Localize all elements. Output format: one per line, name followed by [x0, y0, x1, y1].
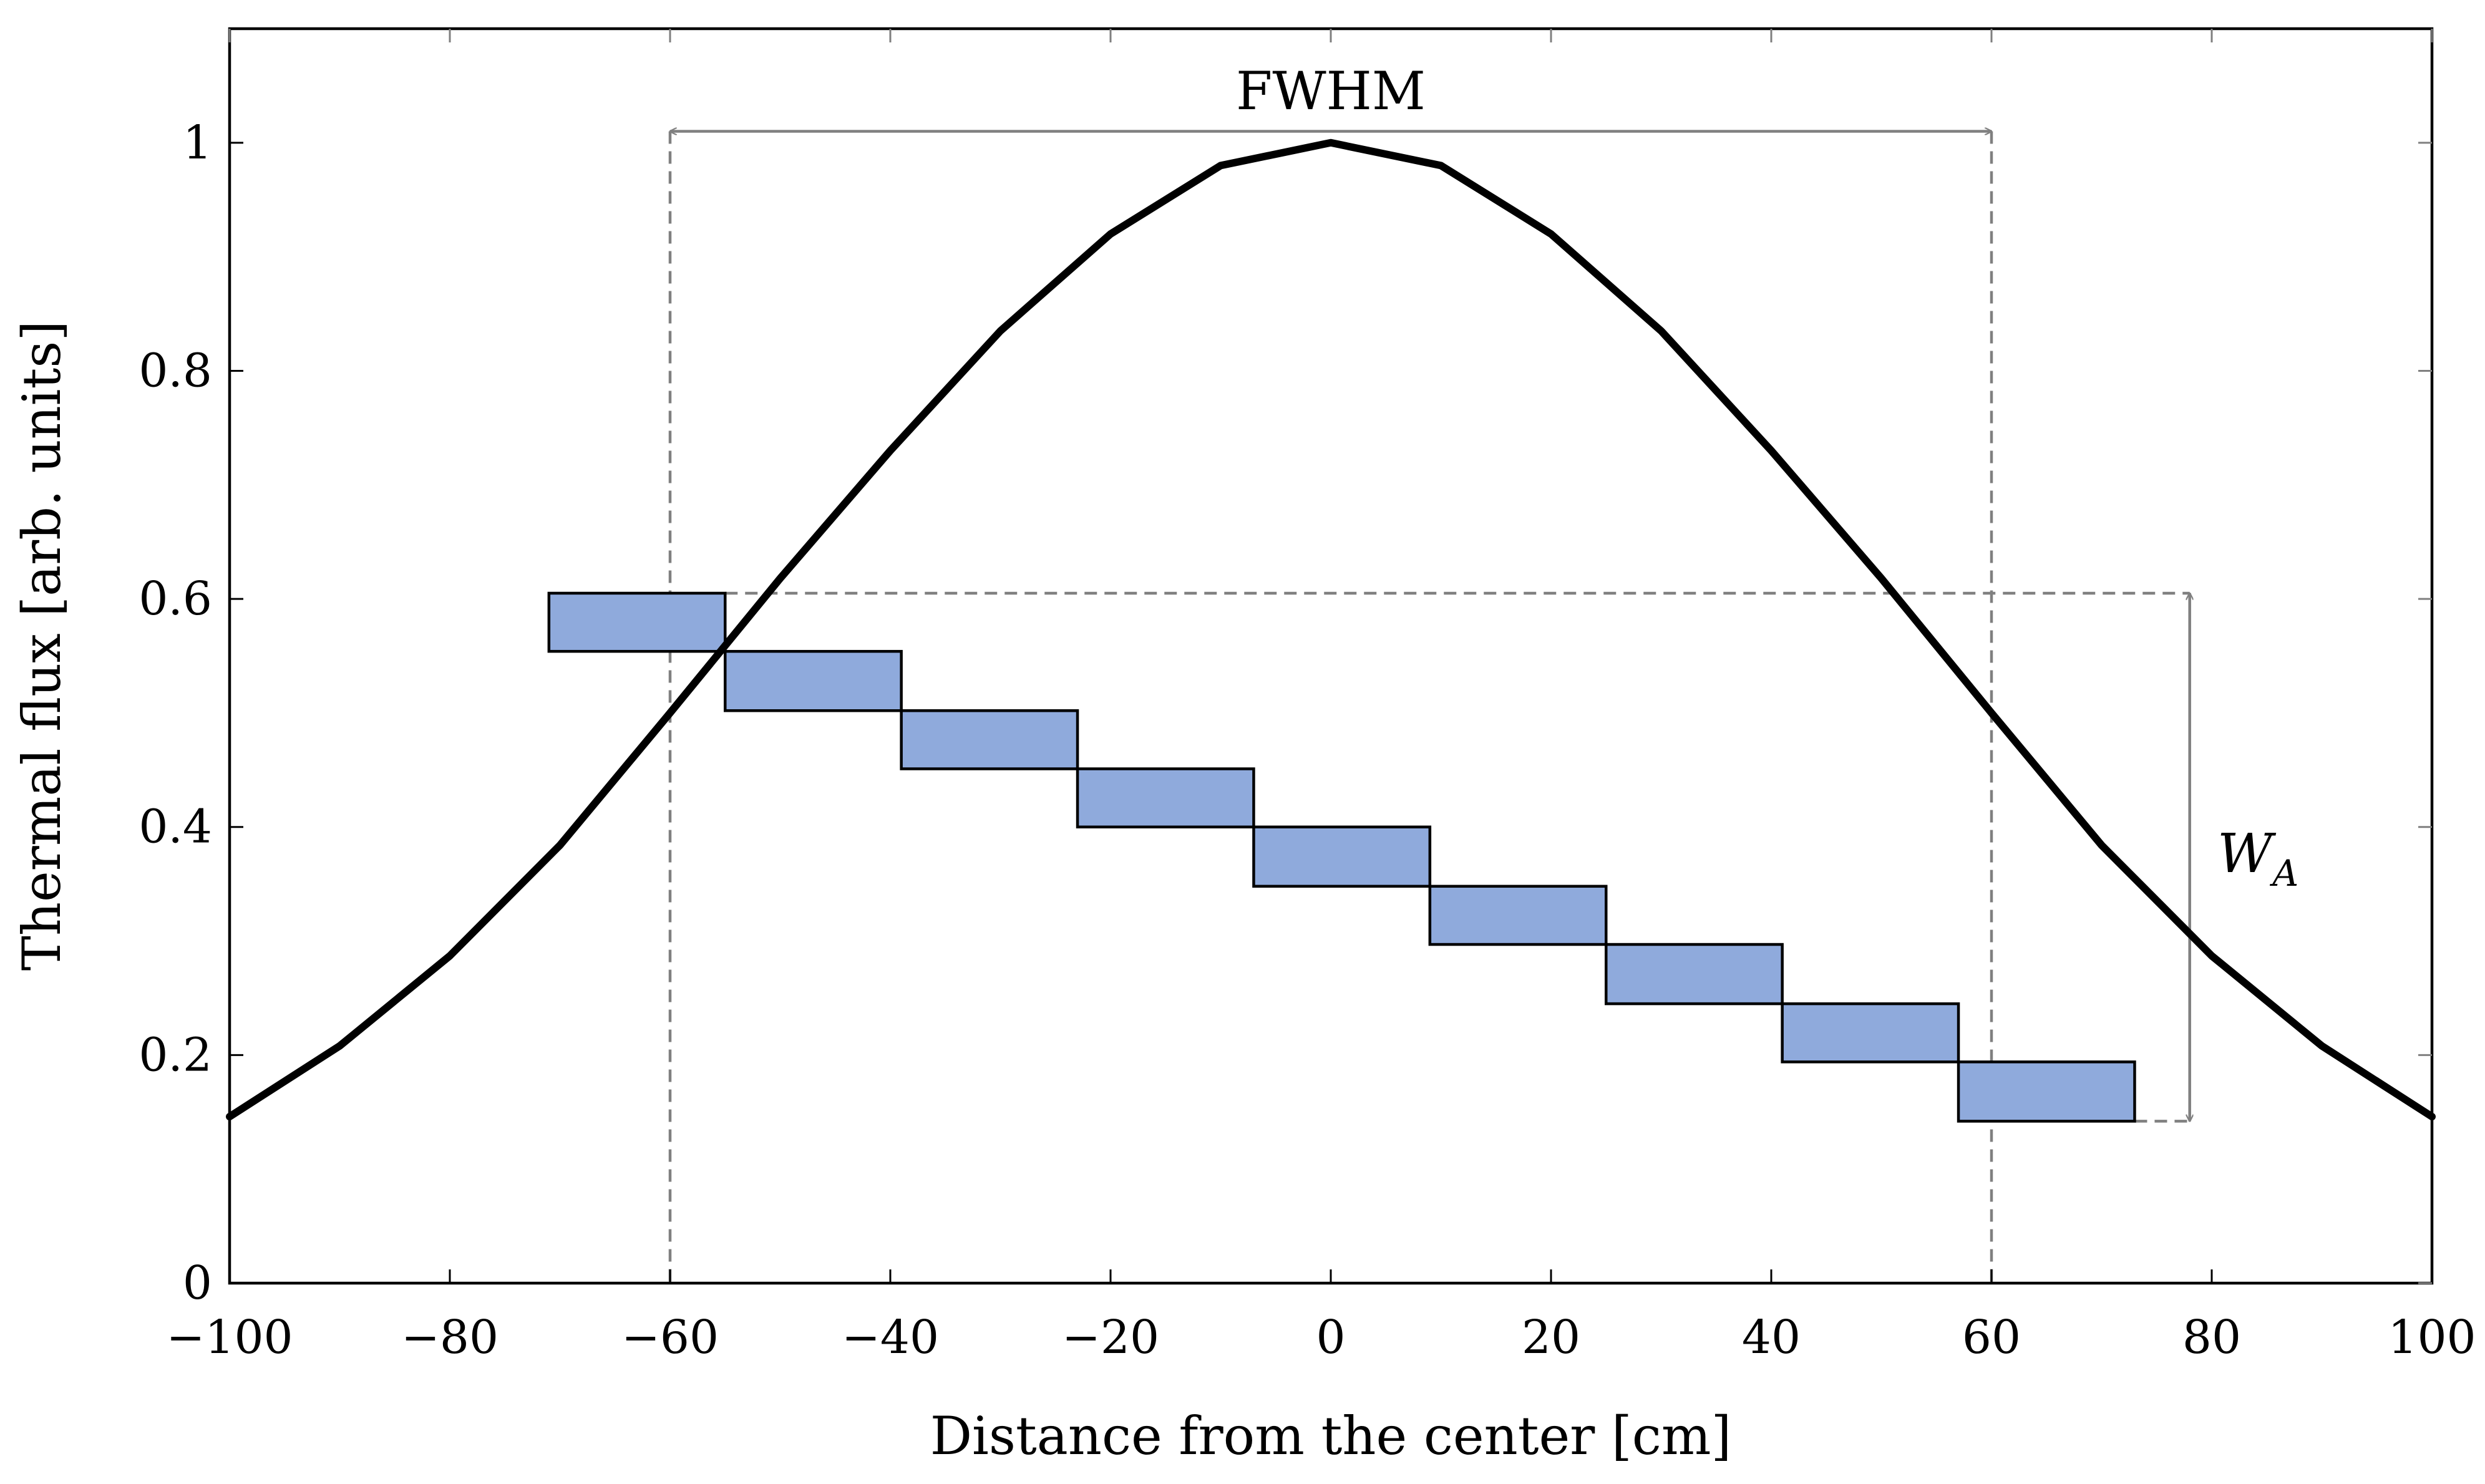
segment-bar-8 [1781, 1002, 1960, 1064]
segment-bar-6 [1428, 885, 1608, 946]
y-tick-label: 0.8 [139, 344, 212, 397]
flux-curve [226, 138, 2436, 1121]
x-tick-label: −40 [842, 1311, 939, 1364]
segment-bar-2 [724, 649, 903, 712]
wa-label-main: W [2217, 823, 2277, 885]
segment-bar-1 [547, 591, 727, 653]
wa-label: WA [2217, 823, 2298, 895]
x-tick-label: −80 [401, 1311, 498, 1364]
y-tick-label: 0 [183, 1256, 212, 1310]
y-tick-label: 1 [183, 116, 212, 170]
x-tick-label: 0 [1316, 1311, 1345, 1364]
x-tick-label: 80 [2182, 1311, 2241, 1364]
x-tick-label: −60 [621, 1311, 719, 1364]
x-tick-label: −100 [166, 1311, 293, 1364]
x-tick-label: 60 [1962, 1311, 2021, 1364]
segment-bar-5 [1252, 825, 1432, 888]
y-tick-label: 0.6 [139, 572, 212, 626]
segment-bar-3 [900, 709, 1079, 770]
y-tick-label: 0.2 [139, 1028, 212, 1082]
x-tick-label: 20 [1522, 1311, 1580, 1364]
segment-bar-7 [1605, 943, 1784, 1006]
y-axis-title: Thermal flux [arb. units] [11, 321, 72, 971]
wa-label-subscript: A [2269, 852, 2298, 895]
plot-axes: −100 −80 −60 −40 −20 0 20 40 60 80 100 0 0.2 0.4 0.6 0.… [139, 27, 2476, 1364]
x-axis-title: Distance from the center [cm] [930, 1405, 1732, 1467]
segment-bar-9 [1957, 1060, 2136, 1123]
x-tick-label: 100 [2388, 1311, 2476, 1364]
segment-bars [547, 591, 2136, 1123]
x-tick-label: 40 [1742, 1311, 1801, 1364]
fwhm-label: FWHM [1236, 61, 1426, 122]
x-tick-label: −20 [1062, 1311, 1159, 1364]
flux-curve-layer [226, 138, 2436, 1121]
segment-bar-4 [1076, 767, 1255, 828]
y-tick-label: 0.4 [139, 800, 212, 854]
